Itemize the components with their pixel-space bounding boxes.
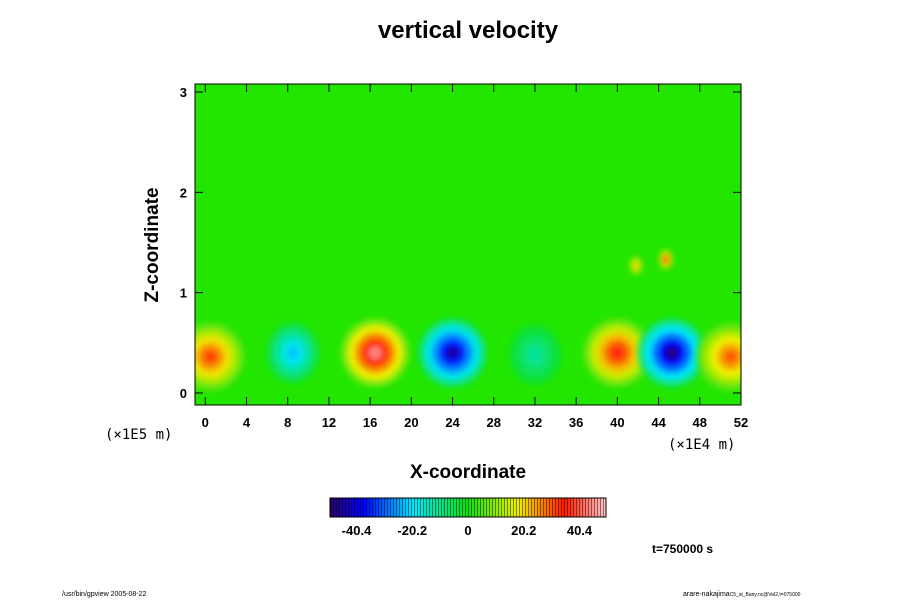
y-tick-label-0: 0 xyxy=(180,386,187,401)
colorbar-ticks: -40.4 -20.2 0 20.2 40.4 xyxy=(342,523,593,538)
x-tick-label-5: 20 xyxy=(404,415,418,430)
colorbar: -40.4 -20.2 0 20.2 40.4 xyxy=(329,497,607,538)
x-tick-label-11: 44 xyxy=(651,415,666,430)
velocity-cell-1 xyxy=(266,322,319,383)
x-tick-label-2: 8 xyxy=(284,415,291,430)
footer-right: arare-nakajimaC5_st_Bany.nc@Vel2,t=07500… xyxy=(683,591,801,598)
chart-title: vertical velocity xyxy=(378,17,559,44)
colorbar-tick-label-3: 20.2 xyxy=(511,523,536,538)
colorbar-tick-label-1: -20.2 xyxy=(397,523,427,538)
y-tick-label-1: 1 xyxy=(180,286,187,301)
x-tick-label-0: 0 xyxy=(202,415,209,430)
colorbar-tick-label-2: 0 xyxy=(464,523,471,538)
time-label: t=750000 s xyxy=(652,542,713,556)
x-tick-label-12: 48 xyxy=(693,415,707,430)
x-axis-label: X-coordinate xyxy=(410,462,526,483)
velocity-cell-4 xyxy=(508,324,561,385)
x-tick-label-1: 4 xyxy=(243,415,251,430)
plot-frame xyxy=(194,83,742,406)
x-tick-label-4: 16 xyxy=(363,415,377,430)
x-tick-label-3: 12 xyxy=(322,415,336,430)
colorbar-tick-label-0: -40.4 xyxy=(342,523,372,538)
x-tick-label-13: 52 xyxy=(734,415,748,430)
velocity-cell-8 xyxy=(658,249,673,270)
x-tick-label-8: 32 xyxy=(528,415,542,430)
velocity-cell-2 xyxy=(341,318,410,387)
x-tick-label-7: 28 xyxy=(487,415,501,430)
footer-right-sub: C5_st_Bany.nc@Vel2,t=075000 xyxy=(730,592,801,598)
y-tick-label-2: 2 xyxy=(180,185,187,200)
x-axis-unit: (×1E4 m) xyxy=(668,437,735,453)
x-tick-label-10: 40 xyxy=(610,415,624,430)
y-tick-label-3: 3 xyxy=(180,85,187,100)
x-axis-ticks: 0 4 8 12 16 20 24 28 32 36 40 44 48 52 xyxy=(202,84,748,430)
x-tick-label-9: 36 xyxy=(569,415,583,430)
velocity-cell-6 xyxy=(637,318,706,387)
colorbar-frame xyxy=(329,497,607,518)
velocity-cell-5 xyxy=(583,318,652,387)
x-tick-label-6: 24 xyxy=(445,415,460,430)
velocity-cell-3 xyxy=(418,318,487,387)
plot-area xyxy=(195,84,741,405)
y-axis-ticks: 0 1 2 3 xyxy=(180,85,741,401)
velocity-cells xyxy=(195,249,741,391)
footer-left: /usr/bin/gpview 2005-08-22 xyxy=(62,591,147,598)
y-axis-label: Z-coordinate xyxy=(142,187,163,302)
velocity-cell-9 xyxy=(628,255,643,276)
colorbar-stripes xyxy=(330,498,606,517)
velocity-cell-7 xyxy=(696,322,741,391)
footer-right-name: arare-nakajima xyxy=(683,591,730,598)
y-axis-unit: (×1E5 m) xyxy=(105,427,172,443)
velocity-cell-0 xyxy=(195,322,245,391)
colorbar-tick-label-4: 40.4 xyxy=(567,523,593,538)
